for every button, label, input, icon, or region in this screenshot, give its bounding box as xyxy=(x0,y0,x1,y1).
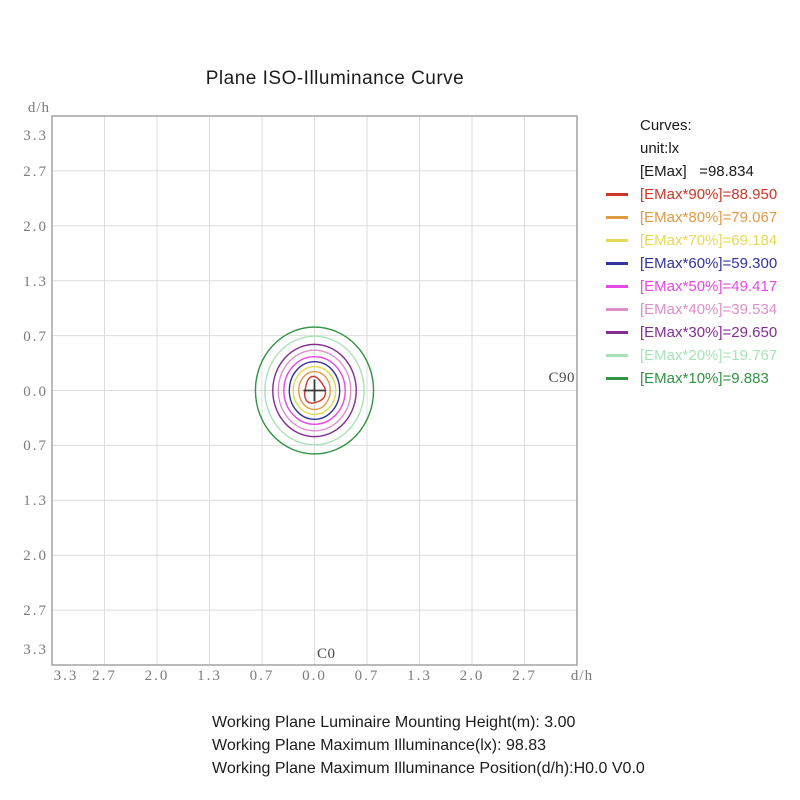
legend-entry: [EMax*30%]=29.650 xyxy=(606,324,777,341)
contour-curve-60 xyxy=(288,360,341,421)
max-illuminance-position-text: Working Plane Maximum Illuminance Positi… xyxy=(212,760,645,777)
contour-curve-20 xyxy=(264,335,365,446)
x-tick-label: 0.7 xyxy=(354,668,380,684)
y-tick-label: 3.3 xyxy=(23,642,48,658)
y-tick-label: 3.3 xyxy=(23,128,48,144)
legend-entry: [EMax*80%]=79.067 xyxy=(606,209,777,226)
legend-emax-value: [EMax] =98.834 xyxy=(640,163,754,180)
contour-curve-50 xyxy=(283,356,346,425)
c90-plane-label: C90 xyxy=(548,370,575,386)
y-axis-unit-label: d/h xyxy=(27,100,50,116)
y-tick-label: 2.7 xyxy=(23,163,48,180)
y-tick-label: 2.7 xyxy=(23,603,48,620)
legend-swatch-dash xyxy=(606,308,628,311)
legend-entry-label: [EMax*40%]=39.534 xyxy=(640,301,778,318)
contour-curve-10 xyxy=(254,326,375,455)
x-tick-label: 2.7 xyxy=(92,668,117,684)
legend-title: Curves: xyxy=(640,117,692,134)
legend-entry: [EMax*60%]=59.300 xyxy=(606,255,777,272)
legend-entry-label: [EMax*80%]=79.067 xyxy=(640,209,778,226)
x-tick-label: 2.0 xyxy=(459,668,485,684)
y-tick-label: 0.7 xyxy=(23,438,48,455)
y-tick-label: 2.0 xyxy=(23,218,48,235)
legend-entry-label: [EMax*10%]=9.883 xyxy=(640,370,769,387)
x-tick-label: 0.0 xyxy=(302,668,327,684)
y-tick-label: 0.7 xyxy=(23,328,48,345)
legend-swatch-dash xyxy=(606,354,628,357)
legend-entry-label: [EMax*20%]=19.767 xyxy=(640,347,778,364)
contour-curve-70 xyxy=(292,365,337,416)
legend-entry-label: [EMax*70%]=69.184 xyxy=(640,232,778,249)
x-tick-label: 1.3 xyxy=(197,668,222,684)
legend-entry-label: [EMax*90%]=88.950 xyxy=(640,186,778,203)
max-illuminance-text: Working Plane Maximum Illuminance(lx): 9… xyxy=(212,737,547,754)
legend-entry-label: [EMax*50%]=49.417 xyxy=(640,278,778,295)
legend-entry: [EMax*40%]=39.534 xyxy=(606,301,777,318)
y-tick-label: 1.3 xyxy=(23,493,48,510)
y-tick-label: 0.0 xyxy=(23,383,48,400)
legend-swatch-dash xyxy=(606,331,628,334)
x-tick-label: 0.7 xyxy=(249,668,275,684)
legend-entry: [EMax*20%]=19.767 xyxy=(606,347,777,364)
y-tick-label: 1.3 xyxy=(23,273,48,290)
c0-plane-label: C0 xyxy=(317,646,336,662)
legend-swatch-dash xyxy=(606,216,628,219)
x-tick-label: 3.3 xyxy=(53,668,79,684)
x-tick-label: 2.7 xyxy=(512,668,537,684)
legend-entry-label: [EMax*30%]=29.650 xyxy=(640,324,778,341)
legend-entry: [EMax*70%]=69.184 xyxy=(606,232,777,249)
mounting-height-text: Working Plane Luminaire Mounting Height(… xyxy=(212,714,576,731)
contour-curve-30 xyxy=(272,343,357,438)
x-tick-label: 2.0 xyxy=(144,668,170,684)
legend-swatch-dash xyxy=(606,239,628,242)
legend-entry: [EMax*50%]=49.417 xyxy=(606,278,777,295)
plot-border xyxy=(51,115,578,666)
legend-swatch-dash xyxy=(606,193,628,196)
contour-curve-40 xyxy=(277,349,352,432)
legend-entry-label: [EMax*60%]=59.300 xyxy=(640,255,778,272)
legend-entry: [EMax*10%]=9.883 xyxy=(606,370,769,387)
x-tick-label: 1.3 xyxy=(407,668,432,684)
legend-swatch-dash xyxy=(606,262,628,265)
y-tick-label: 2.0 xyxy=(23,548,48,565)
legend-swatch-dash xyxy=(606,285,628,288)
legend-unit: unit:lx xyxy=(640,140,680,157)
legend-swatch-dash xyxy=(606,377,628,380)
x-axis-unit-label: d/h xyxy=(570,668,594,684)
contour-curve-80 xyxy=(298,370,331,411)
page-title: Plane ISO-Illuminance Curve xyxy=(205,68,465,89)
legend-entry: [EMax*90%]=88.950 xyxy=(606,186,777,203)
